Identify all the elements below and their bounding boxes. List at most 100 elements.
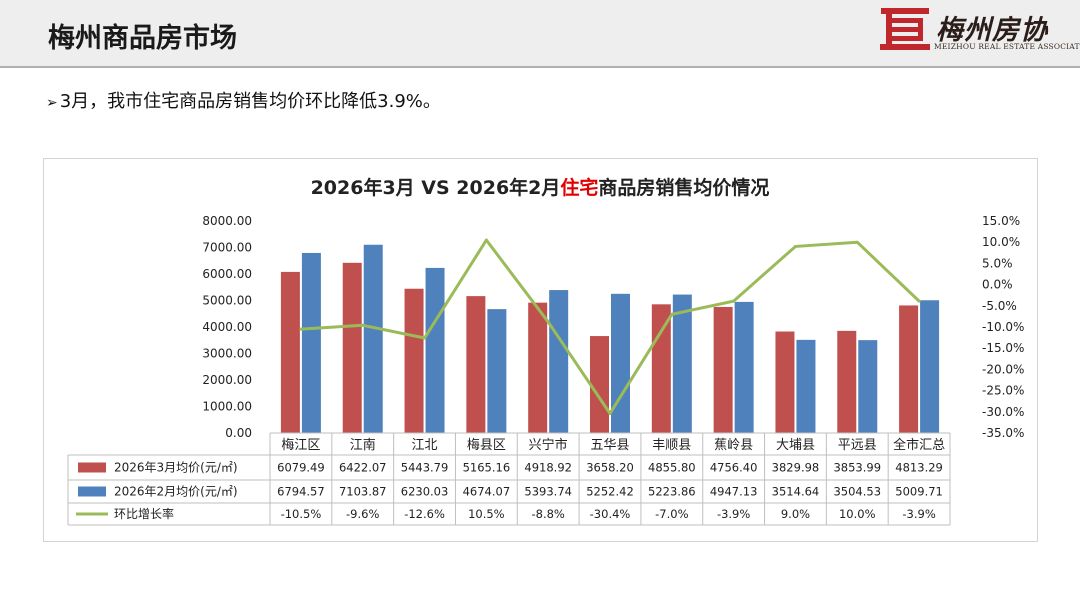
right-axis-tick-label: -5.0% — [982, 299, 1017, 313]
chart-title-part-1: 2026年3月 VS 2026年2月 — [311, 176, 561, 199]
data-label: -7.0% — [655, 507, 688, 521]
data-label: -12.6% — [404, 507, 445, 521]
header-divider — [0, 66, 1080, 68]
line-series — [299, 238, 921, 415]
left-axis: 0.00 1000.00 2000.00 3000.00 4000.00 5000.00 6… — [202, 214, 252, 440]
data-label: -9.6% — [346, 507, 379, 521]
left-axis-tick-label: 3000.00 — [202, 347, 252, 361]
left-axis-tick-label: 2000.00 — [202, 373, 252, 387]
data-label: 3829.98 — [772, 461, 820, 475]
data-label: 6794.57 — [277, 485, 325, 499]
category-label: 大埔县 — [776, 438, 815, 453]
bar-series — [280, 244, 940, 433]
data-label: 6079.49 — [277, 461, 325, 475]
chart-title: 2026年3月 VS 2026年2月住宅商品房销售均价情况 — [311, 176, 770, 199]
category-label: 五华县 — [590, 438, 629, 453]
category-label: 平远县 — [838, 438, 877, 453]
chart-panel: 2026年3月 VS 2026年2月住宅商品房销售均价情况 0.00 1000.0… — [43, 158, 1038, 542]
line-point — [484, 238, 488, 242]
bar-march — [837, 330, 857, 433]
bar-february — [363, 244, 383, 433]
data-label: 4947.13 — [710, 485, 758, 499]
bar-february — [549, 290, 569, 433]
data-label: 3514.64 — [772, 485, 820, 499]
legend-entry: 2026年2月均价(元/㎡) — [114, 485, 238, 499]
page-title: 梅州商品房市场 — [48, 23, 237, 54]
bar-february — [858, 340, 878, 433]
bullet-arrow-icon: ➢ — [46, 95, 58, 111]
line-point — [793, 244, 797, 248]
data-label: 5443.79 — [401, 461, 449, 475]
category-label: 兴宁市 — [529, 437, 568, 453]
line-point — [917, 299, 921, 303]
line-point — [732, 299, 736, 303]
bar-february — [611, 293, 630, 433]
line-mom-growth — [300, 238, 921, 415]
line-point — [423, 336, 427, 340]
right-axis-tick-label: 0.0% — [982, 278, 1013, 292]
bar-march — [775, 331, 795, 433]
logo-mark-icon — [880, 8, 930, 50]
bar-march — [651, 304, 671, 433]
data-label: -3.9% — [902, 507, 935, 521]
left-axis-tick-label: 4000.00 — [202, 320, 252, 334]
right-axis-tick-label: 5.0% — [982, 256, 1013, 270]
summary-text: 3月，我市住宅商品房销售均价环比降低3.9%。 — [59, 91, 441, 112]
bar-march — [280, 271, 300, 433]
right-axis-tick-label: -30.0% — [982, 405, 1024, 419]
data-label: 6230.03 — [401, 485, 449, 499]
data-label: 10.5% — [468, 507, 505, 521]
category-label: 江南 — [350, 437, 376, 453]
category-label: 梅县区 — [467, 438, 506, 453]
category-label: 丰顺县 — [652, 438, 691, 453]
chart-title-highlight: 住宅 — [560, 176, 598, 199]
data-label: 5252.42 — [586, 485, 634, 499]
right-axis-tick-label: -20.0% — [982, 362, 1024, 376]
data-label: 5165.16 — [463, 461, 511, 475]
bar-march — [899, 305, 919, 433]
bar-march — [590, 336, 609, 433]
data-label: -30.4% — [590, 507, 631, 521]
line-point — [299, 327, 303, 331]
data-label: 3658.20 — [586, 461, 634, 475]
data-label: 5223.86 — [648, 485, 696, 499]
right-axis-tick-label: 15.0% — [982, 214, 1020, 228]
logo-subtitle: MEIZHOU REAL ESTATE ASSOCIATION — [934, 42, 1080, 51]
left-axis-tick-label: 5000.00 — [202, 294, 252, 308]
data-label: -8.8% — [531, 507, 564, 521]
bar-february — [734, 301, 754, 433]
category-label: 全市汇总 — [893, 437, 945, 453]
legend-swatch — [78, 486, 106, 497]
data-table: 梅江区 江南 江北 梅县区 兴宁市 五华县 丰顺县 蕉岭县 大埔县 平远县 全市汇总 2026年3月均… — [67, 432, 951, 526]
price-comparison-chart: 2026年3月 VS 2026年2月住宅商品房销售均价情况 0.00 1000.0… — [67, 176, 1024, 526]
data-label: -3.9% — [717, 507, 750, 521]
bar-march — [528, 302, 548, 433]
line-point — [608, 411, 612, 415]
bar-february — [487, 309, 507, 433]
left-axis-tick-label: 6000.00 — [202, 267, 252, 281]
bar-march — [713, 306, 733, 433]
data-label: 5009.71 — [895, 485, 943, 499]
bar-march — [404, 288, 424, 433]
bar-february — [796, 339, 816, 433]
line-point — [546, 320, 550, 324]
left-axis-tick-label: 7000.00 — [202, 241, 252, 255]
chart-title-part-3: 商品房销售均价情况 — [598, 176, 769, 199]
data-label: 6422.07 — [339, 461, 387, 475]
data-label: 4918.92 — [524, 461, 572, 475]
category-label: 江北 — [412, 438, 438, 453]
data-label: 4674.07 — [463, 485, 511, 499]
association-logo: 梅州房协 MEIZHOU REAL ESTATE ASSOCIATION — [878, 6, 1080, 54]
data-label: 4813.29 — [895, 461, 943, 475]
line-point — [855, 240, 859, 244]
right-axis-tick-label: -35.0% — [982, 426, 1024, 440]
left-axis-tick-label: 1000.00 — [202, 400, 252, 414]
page-header: 梅州商品房市场 梅州房协 MEIZHOU REAL ESTATE ASSOCIA… — [0, 0, 1080, 68]
line-point — [670, 312, 674, 316]
legend-swatch — [78, 462, 106, 473]
summary-bullet: ➢ 3月，我市住宅商品房销售均价环比降低3.9%。 — [46, 87, 441, 113]
right-axis-tick-label: -25.0% — [982, 384, 1024, 398]
data-label: 4756.40 — [710, 461, 758, 475]
data-label: 3504.53 — [833, 485, 881, 499]
data-label: 4855.80 — [648, 461, 696, 475]
